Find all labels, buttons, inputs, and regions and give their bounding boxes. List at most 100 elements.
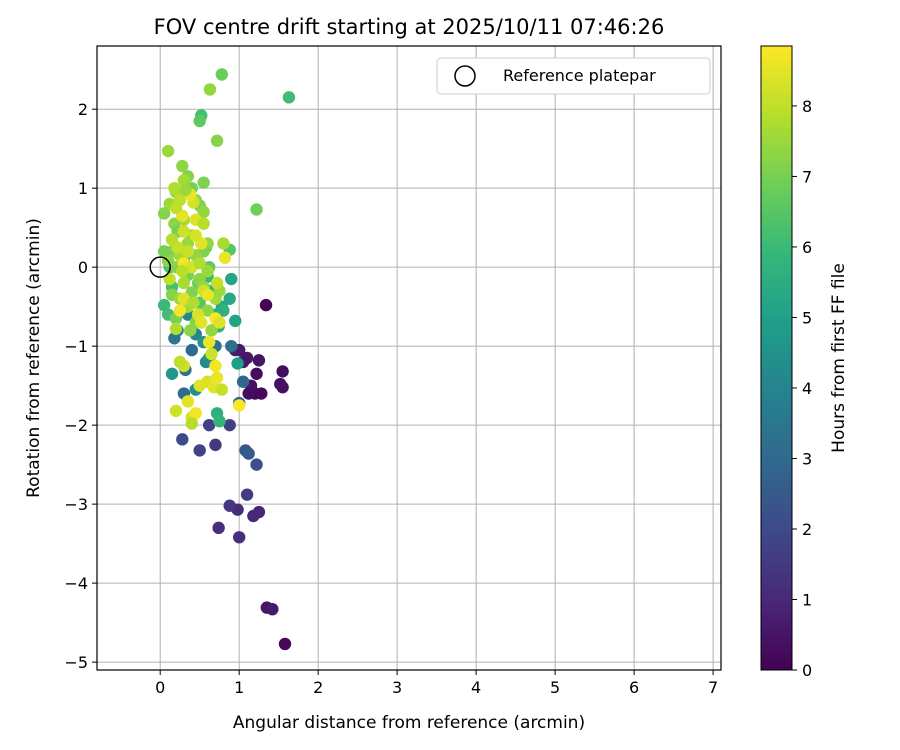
data-point	[169, 322, 183, 335]
data-point	[193, 379, 206, 392]
data-point	[212, 521, 225, 535]
data-point	[210, 371, 224, 384]
data-point	[165, 233, 179, 246]
data-point	[223, 418, 236, 432]
data-point	[215, 383, 228, 396]
data-point	[177, 174, 191, 187]
data-point	[236, 375, 250, 388]
plot-frame	[96, 45, 722, 671]
legend: Reference platepar	[436, 57, 711, 95]
data-point	[176, 264, 189, 278]
data-point	[232, 399, 246, 412]
x-axis-label: Angular distance from reference (arcmin)	[233, 713, 585, 733]
data-point	[209, 359, 222, 373]
colorbar-tick-label: 8	[802, 97, 812, 116]
y-tick-label: 0	[78, 258, 88, 277]
y-tick-label: −4	[64, 574, 88, 593]
data-point	[252, 354, 266, 367]
data-point	[276, 365, 289, 378]
data-point	[173, 304, 187, 317]
colorbar-ticks: 0 1 2 3 4 5 6 7 8	[792, 97, 812, 680]
data-point	[197, 176, 210, 189]
x-tick-label: 0	[155, 678, 165, 697]
data-point	[247, 509, 260, 523]
data-point	[201, 264, 214, 278]
data-point	[189, 229, 202, 242]
y-tick-label: −2	[64, 416, 88, 435]
chart-title: FOV centre drift starting at 2025/10/11 …	[154, 15, 665, 39]
data-point	[276, 381, 289, 394]
data-point	[161, 144, 175, 158]
data-point	[179, 183, 192, 196]
data-point	[232, 531, 246, 544]
data-point	[157, 298, 171, 312]
data-point	[266, 602, 279, 616]
colorbar: 0 1 2 3 4 5 6 7 8 Hours from first FF file	[760, 45, 849, 680]
data-point	[197, 205, 210, 219]
y-axis-ticks: −5 −4 −3 −2 −1 0 1 2	[64, 100, 97, 672]
y-tick-label: 1	[78, 179, 88, 198]
data-point	[250, 203, 263, 216]
data-point	[218, 251, 232, 264]
legend-box	[436, 57, 711, 95]
colorbar-label: Hours from first FF file	[829, 263, 849, 453]
y-tick-label: 2	[78, 100, 88, 119]
colorbar-tick-label: 6	[802, 238, 812, 257]
reference-platepar-marker	[149, 256, 171, 278]
data-point	[242, 447, 255, 460]
x-tick-label: 7	[708, 678, 718, 697]
colorbar-tick-label: 2	[802, 520, 812, 539]
data-point	[210, 134, 224, 147]
data-point	[169, 404, 183, 418]
data-point	[205, 324, 218, 337]
data-point	[193, 257, 206, 270]
data-point	[157, 207, 171, 220]
data-point	[168, 181, 181, 195]
data-point	[177, 292, 191, 305]
legend-marker	[454, 65, 476, 87]
data-point	[177, 225, 191, 238]
data-point	[278, 637, 292, 651]
data-point	[195, 316, 208, 329]
data-point	[187, 296, 200, 309]
x-axis-ticks: 0 1 2 3 4 5 6 7	[155, 670, 718, 697]
colorbar-tick-label: 4	[802, 379, 812, 398]
x-tick-label: 5	[550, 678, 560, 697]
data-point	[185, 343, 198, 357]
data-point	[282, 91, 296, 104]
data-point	[169, 201, 183, 215]
data-point	[229, 314, 242, 328]
data-point	[202, 336, 216, 349]
data-point	[209, 438, 222, 452]
legend-label: Reference platepar	[503, 66, 656, 85]
data-point	[185, 417, 198, 430]
data-point	[231, 357, 244, 370]
y-axis-label: Rotation from reference (arcmin)	[24, 218, 44, 498]
data-point	[181, 245, 195, 258]
colorbar-tick-label: 7	[802, 167, 812, 186]
data-point	[213, 316, 226, 329]
data-point	[225, 272, 238, 286]
data-point	[223, 499, 236, 512]
data-point	[193, 444, 206, 457]
data-point	[193, 114, 206, 128]
data-point	[163, 272, 176, 286]
data-point	[157, 245, 171, 258]
data-point	[181, 395, 195, 408]
data-point	[203, 83, 217, 96]
data-point	[201, 288, 214, 302]
x-tick-label: 2	[313, 678, 323, 697]
data-point	[213, 414, 226, 428]
x-tick-label: 4	[471, 678, 481, 697]
data-point	[223, 292, 236, 305]
x-tick-label: 1	[234, 678, 244, 697]
x-tick-label: 6	[629, 678, 639, 697]
colorbar-tick-label: 0	[802, 661, 812, 680]
data-point	[215, 68, 228, 81]
colorbar-tick-label: 5	[802, 308, 812, 327]
x-tick-label: 3	[392, 678, 402, 697]
colorbar-tick-label: 3	[802, 449, 812, 468]
data-point	[250, 458, 263, 471]
data-point	[217, 304, 230, 317]
